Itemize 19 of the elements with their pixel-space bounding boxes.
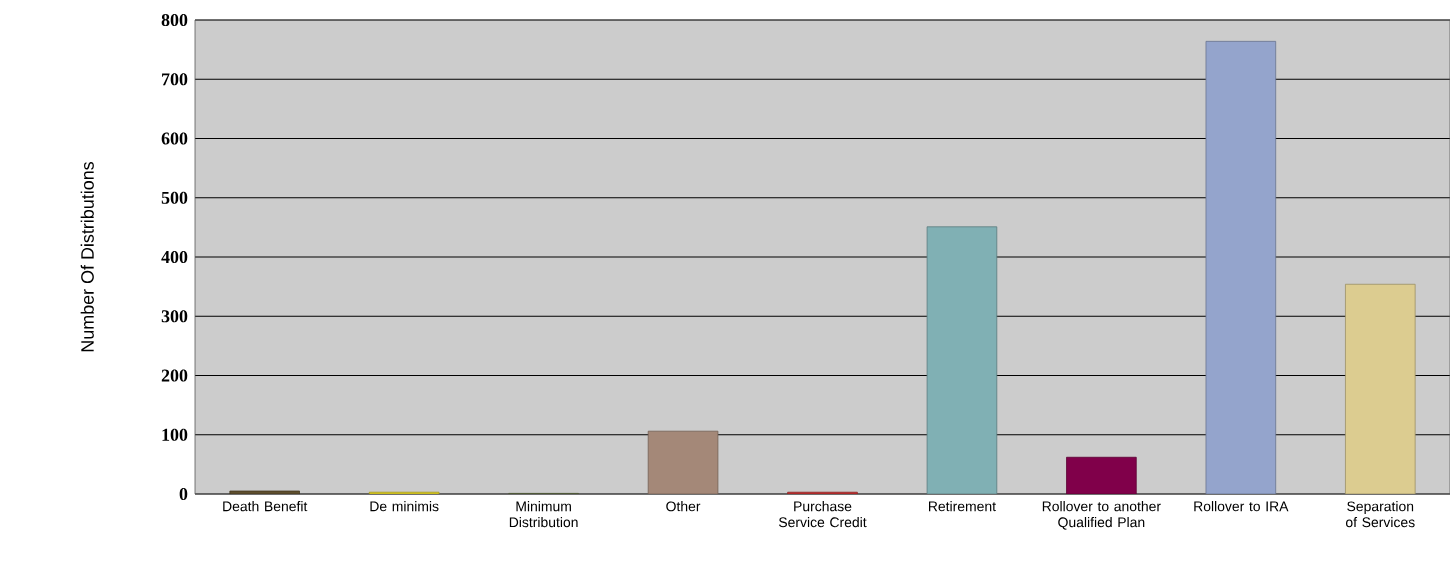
x-tick-label: Other [666, 501, 701, 512]
x-tick-label: Rollover to IRA [1194, 501, 1289, 512]
x-tick-label: De minimis [370, 501, 439, 512]
y-axis-title: Number Of Distributions [80, 162, 94, 352]
x-tick-label: Purchase Service Credit [778, 501, 867, 528]
y-tick-label: 400 [161, 250, 188, 264]
x-tick-label: Rollover to another Qualified Plan [1042, 501, 1161, 530]
y-tick-label: 300 [161, 310, 188, 323]
y-tick-label: 800 [161, 13, 188, 27]
x-tick-label: Death Benefit [223, 501, 308, 512]
y-tick-label: 200 [161, 369, 188, 382]
y-tick-label: 600 [161, 132, 188, 145]
y-tick-label: 500 [161, 191, 188, 204]
x-tick-label: Minimum Distribution [509, 501, 578, 528]
y-tick-label: 700 [162, 73, 188, 86]
y-tick-label: 100 [162, 428, 188, 441]
x-tick-label: Retirement [929, 501, 996, 512]
y-tick-label: 0 [179, 487, 188, 501]
x-tick-label: Separation of Services [1345, 501, 1415, 528]
